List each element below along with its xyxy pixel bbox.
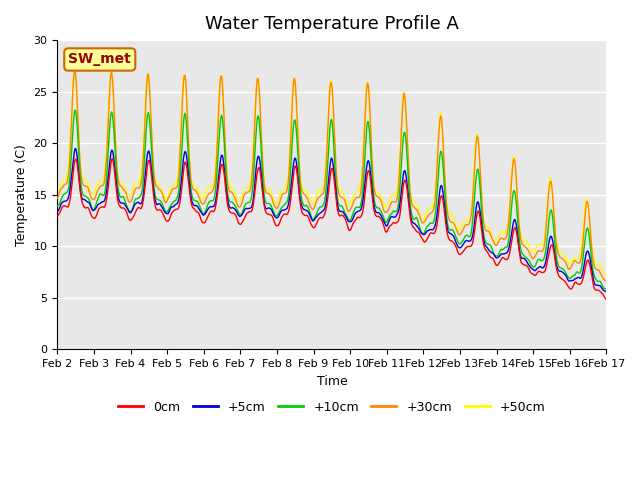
+30cm	[415, 212, 423, 218]
+5cm	[72, 145, 79, 151]
+5cm	[415, 227, 423, 233]
Legend: 0cm, +5cm, +10cm, +30cm, +50cm: 0cm, +5cm, +10cm, +30cm, +50cm	[113, 396, 550, 419]
+10cm	[601, 286, 609, 291]
+10cm	[399, 135, 407, 141]
Text: SW_met: SW_met	[68, 52, 131, 66]
0cm	[109, 156, 116, 161]
+30cm	[63, 179, 71, 185]
Y-axis label: Temperature (C): Temperature (C)	[15, 144, 28, 246]
+10cm	[71, 108, 79, 113]
+5cm	[399, 172, 407, 178]
+10cm	[121, 197, 129, 203]
0cm	[54, 213, 61, 219]
Line: +10cm: +10cm	[58, 110, 606, 288]
0cm	[63, 204, 71, 210]
+30cm	[399, 95, 407, 101]
+5cm	[121, 201, 129, 207]
+30cm	[177, 145, 184, 151]
+50cm	[205, 183, 213, 189]
+5cm	[205, 204, 213, 210]
Line: 0cm: 0cm	[58, 158, 606, 300]
+30cm	[71, 68, 79, 73]
+10cm	[63, 189, 71, 195]
0cm	[415, 230, 423, 236]
+10cm	[415, 224, 423, 229]
+5cm	[602, 289, 610, 295]
Line: +50cm: +50cm	[58, 71, 606, 275]
0cm	[399, 183, 407, 189]
+10cm	[205, 199, 213, 204]
Line: +5cm: +5cm	[58, 148, 606, 292]
+30cm	[121, 188, 129, 193]
+50cm	[602, 272, 610, 277]
0cm	[205, 211, 213, 216]
+30cm	[602, 277, 609, 283]
+5cm	[63, 197, 71, 203]
+10cm	[54, 203, 61, 209]
X-axis label: Time: Time	[317, 374, 348, 387]
+30cm	[205, 191, 213, 196]
+50cm	[63, 172, 71, 178]
+50cm	[70, 68, 78, 74]
+30cm	[602, 277, 610, 283]
0cm	[602, 297, 610, 302]
+5cm	[177, 188, 184, 193]
+10cm	[602, 286, 610, 291]
0cm	[121, 206, 129, 212]
+50cm	[121, 184, 129, 190]
+5cm	[54, 208, 61, 214]
+30cm	[54, 195, 61, 201]
0cm	[177, 197, 184, 203]
+10cm	[177, 171, 184, 177]
+50cm	[399, 91, 407, 97]
+50cm	[415, 210, 423, 216]
Title: Water Temperature Profile A: Water Temperature Profile A	[205, 15, 459, 33]
+50cm	[177, 136, 184, 142]
Line: +30cm: +30cm	[58, 71, 606, 280]
+50cm	[54, 193, 61, 199]
